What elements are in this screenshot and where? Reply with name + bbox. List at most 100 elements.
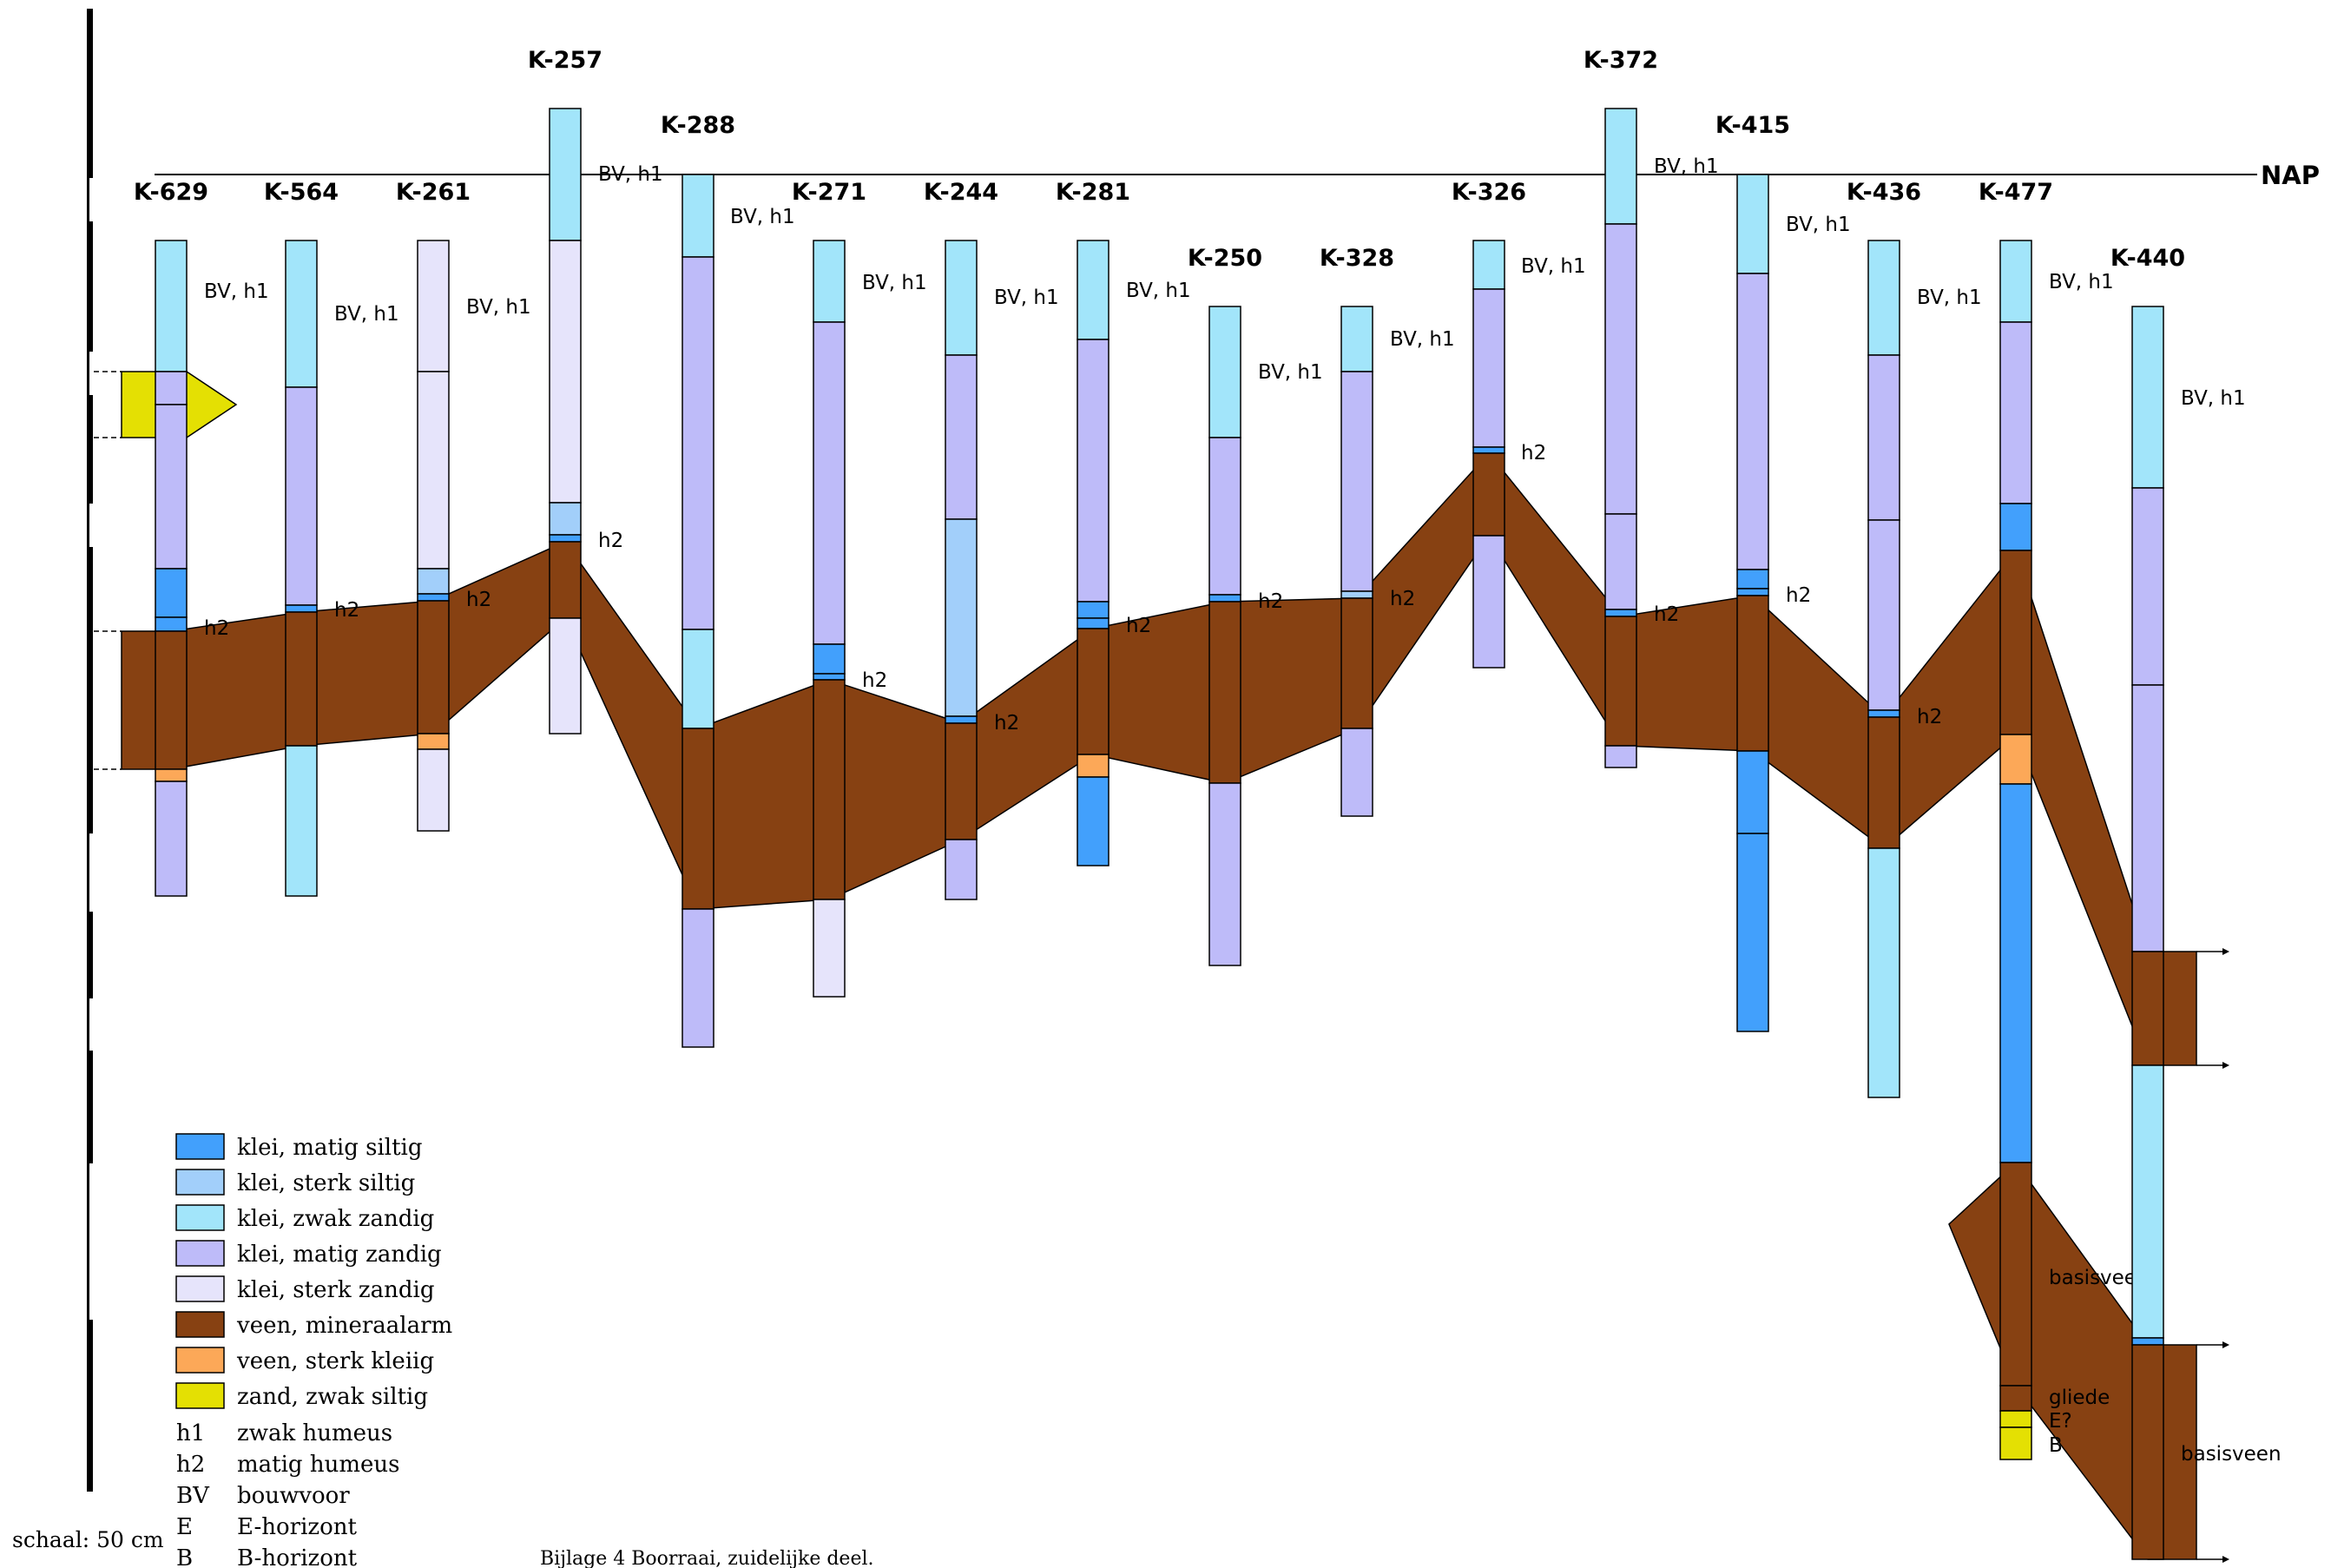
layer xyxy=(1472,452,1505,537)
borehole-label: K-257 xyxy=(528,47,603,74)
layer xyxy=(417,600,450,735)
layer xyxy=(1999,1385,2032,1412)
layer xyxy=(1736,273,1769,570)
layer xyxy=(1867,519,1900,711)
layer xyxy=(1736,588,1769,596)
borehole-k-440: K-440 BV, h1 basisveen xyxy=(2110,245,2282,1560)
layer xyxy=(1604,223,1637,515)
layer-annotation: BV, h1 xyxy=(2181,387,2246,410)
legend-label: veen, mineraalarm xyxy=(236,1313,452,1339)
layer-annotation: BV, h1 xyxy=(466,296,531,319)
layer xyxy=(1077,601,1110,619)
borehole-label: K-271 xyxy=(792,179,866,206)
layer xyxy=(813,899,846,998)
layer xyxy=(155,768,188,782)
borehole-k-564: K-564 BV, h1 h2 xyxy=(264,179,399,897)
layer xyxy=(285,604,318,613)
layer xyxy=(1077,628,1110,755)
layer xyxy=(1472,240,1505,290)
scale-bar xyxy=(87,9,93,1492)
layer-annotation: h2 xyxy=(466,589,491,611)
layer xyxy=(1867,354,1900,521)
layer xyxy=(1340,590,1373,599)
layer-annotation: h2 xyxy=(598,530,623,552)
layer xyxy=(1604,108,1637,225)
layer xyxy=(2131,1064,2164,1339)
borehole-k-415: K-415 BV, h1 h2 xyxy=(1715,112,1851,1032)
layer xyxy=(285,611,318,747)
layer xyxy=(945,722,978,840)
layer-annotation: h2 xyxy=(1126,615,1151,637)
layer xyxy=(549,541,582,619)
borehole-k-372: K-372 BV, h1 h2 xyxy=(1584,47,1719,768)
layer-annotation: BV, h1 xyxy=(204,280,269,303)
legend-label: klei, zwak zandig xyxy=(237,1206,434,1232)
layer-annotation: BV, h1 xyxy=(1917,287,1982,309)
layer xyxy=(1999,1426,2032,1460)
layer xyxy=(417,240,450,372)
legend-code-label: E-horizont xyxy=(237,1514,357,1540)
layer xyxy=(155,630,188,770)
layer xyxy=(2131,684,2164,952)
borehole-label: K-564 xyxy=(264,179,339,206)
layer xyxy=(1208,437,1241,596)
layer xyxy=(813,679,846,900)
layer xyxy=(155,404,188,570)
legend-swatch xyxy=(175,1204,225,1231)
legend-swatch xyxy=(175,1275,225,1302)
layer-annotation: basisveen xyxy=(2181,1443,2282,1466)
layer xyxy=(1077,754,1110,778)
layer xyxy=(682,174,714,258)
layer xyxy=(945,354,978,520)
layer-annotation: gliede xyxy=(2049,1387,2110,1409)
layer xyxy=(2131,306,2164,489)
layer-annotation: h2 xyxy=(1390,588,1415,610)
legend-swatch xyxy=(175,1133,225,1160)
borehole-label: K-261 xyxy=(396,179,471,206)
layer xyxy=(1999,240,2032,323)
borehole-label: K-415 xyxy=(1715,112,1790,139)
layer xyxy=(155,240,188,372)
layer-annotation: BV, h1 xyxy=(334,303,399,326)
layer xyxy=(1867,716,1900,849)
layer xyxy=(155,371,188,405)
borehole-k-328: K-328 BV, h1 h2 xyxy=(1320,245,1455,817)
layer-annotation: h2 xyxy=(1654,603,1679,626)
layer-annotation: h2 xyxy=(1521,442,1546,464)
scale-text: schaal: 50 cm xyxy=(12,1527,164,1552)
layer xyxy=(682,908,714,1048)
layer-annotation: BV, h1 xyxy=(994,287,1059,309)
layer-annotation: h2 xyxy=(1786,584,1811,607)
layer xyxy=(945,839,978,900)
layer xyxy=(813,321,846,645)
layer xyxy=(1604,745,1637,768)
layer xyxy=(417,593,450,602)
layer xyxy=(1208,594,1241,603)
layer xyxy=(549,534,582,543)
layer xyxy=(2131,1344,2164,1560)
borehole-k-288: K-288 BV, h1 xyxy=(661,112,795,1048)
nap-label: NAP xyxy=(2261,161,2320,190)
layer xyxy=(2131,487,2164,686)
legend-label: klei, sterk siltig xyxy=(237,1170,415,1196)
layer-annotation: BV, h1 xyxy=(1390,328,1455,351)
layer-annotation: BV, h1 xyxy=(598,163,663,186)
borehole-label: K-372 xyxy=(1584,47,1658,74)
caption: Bijlage 4 Boorraai, zuidelijke deel. xyxy=(540,1548,874,1568)
legend-code: E xyxy=(176,1514,193,1540)
layer xyxy=(1999,1162,2032,1387)
borehole-label: K-477 xyxy=(1979,179,2053,206)
legend-code-label: zwak humeus xyxy=(237,1420,392,1446)
legend-code: h1 xyxy=(176,1420,205,1446)
legend-label: klei, matig zandig xyxy=(237,1242,442,1268)
layer xyxy=(417,568,450,595)
layer xyxy=(1472,288,1505,448)
layer xyxy=(1999,783,2032,1163)
layer-annotation: BV, h1 xyxy=(1126,280,1191,302)
layer xyxy=(682,629,714,729)
layer xyxy=(813,240,846,323)
legend-label: klei, matig siltig xyxy=(237,1135,423,1161)
layer-annotation: h2 xyxy=(334,599,359,622)
